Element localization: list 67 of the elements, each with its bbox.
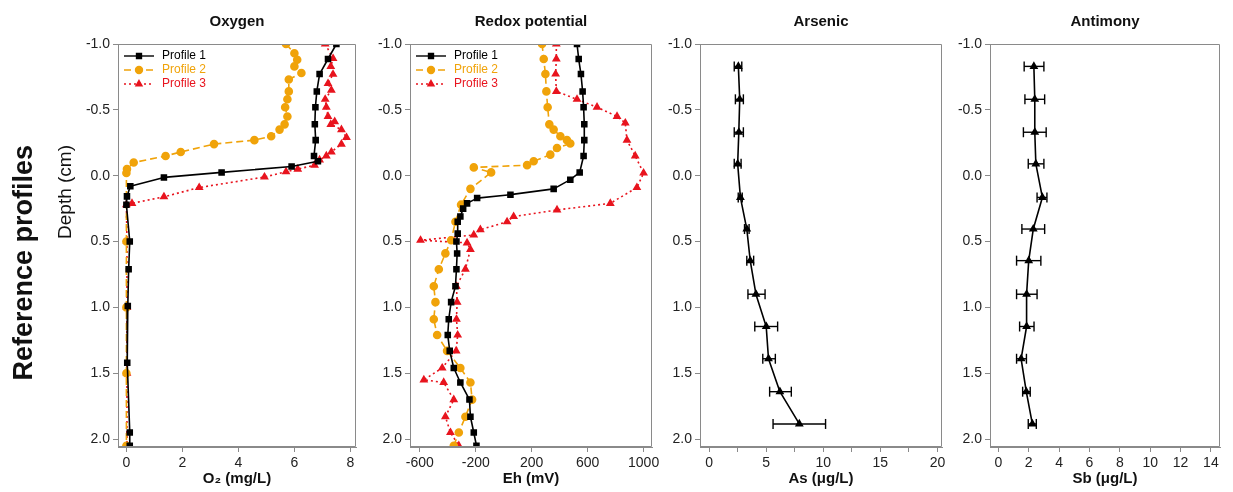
y-tick-label: 2.0 — [672, 429, 693, 446]
y-tick-label: 1.0 — [962, 298, 983, 315]
x-axis-title: Eh (mV) — [502, 469, 560, 487]
y-tick-label: 0.0 — [90, 166, 111, 183]
y-tick-label: -0.5 — [377, 100, 403, 117]
x-tick-label: 5 — [762, 454, 771, 471]
y-tick-label: 0.5 — [962, 232, 983, 249]
y-tick-label: 0.0 — [962, 166, 983, 183]
x-tick-label: 10 — [1142, 454, 1159, 471]
x-tick-label: 0 — [705, 454, 714, 471]
legend-label: Profile 3 — [162, 76, 207, 91]
chart-title: Antimony — [1069, 12, 1141, 29]
y-tick-label: 0.5 — [90, 232, 111, 249]
x-tick-label: 12 — [1172, 454, 1189, 471]
x-tick-label: 14 — [1203, 454, 1219, 471]
y-tick-label: -1.0 — [85, 34, 111, 51]
x-tick-label: 2 — [178, 454, 187, 471]
y-tick-label: 0.5 — [382, 232, 403, 249]
x-tick-label: 8 — [346, 454, 355, 471]
chart-title: Oxygen — [208, 12, 266, 29]
x-tick-label: -200 — [461, 454, 490, 471]
y-tick-label: -0.5 — [85, 100, 111, 117]
y-tick-label: 1.5 — [90, 364, 111, 381]
chart-title: Redox potential — [473, 12, 589, 29]
x-axis-title: O₂ (mg/L) — [202, 469, 272, 487]
y-tick-label: -1.0 — [957, 34, 983, 51]
x-tick-label: -600 — [405, 454, 435, 471]
y-tick-label: 1.0 — [672, 298, 693, 315]
y-tick-label: -1.0 — [667, 34, 693, 51]
x-tick-label: 15 — [872, 454, 889, 471]
legend-label: Profile 2 — [454, 62, 499, 77]
y-tick-label: 1.0 — [382, 298, 403, 315]
y-tick-label: 1.0 — [90, 298, 111, 315]
y-tick-label: 1.5 — [672, 364, 693, 381]
y-tick-label: 0.0 — [672, 166, 693, 183]
y-tick-label: 2.0 — [962, 429, 983, 446]
legend-label: Profile 3 — [454, 76, 499, 91]
legend-label: Profile 1 — [162, 48, 207, 63]
y-tick-label: 2.0 — [382, 429, 403, 446]
y-tick-label: 0.5 — [672, 232, 693, 249]
x-tick-label: 200 — [520, 454, 544, 471]
x-axis-title: Sb (μg/L) — [1072, 469, 1138, 487]
y-tick-label: -0.5 — [957, 100, 983, 117]
x-tick-label: 2 — [1024, 454, 1033, 471]
x-tick-label: 8 — [1115, 454, 1124, 471]
y-tick-label: -0.5 — [667, 100, 693, 117]
x-tick-label: 10 — [815, 454, 832, 471]
y-tick-label: -1.0 — [377, 34, 403, 51]
text: Reference profiles — [8, 145, 39, 381]
y-tick-label: 1.5 — [962, 364, 983, 381]
y-tick-label: 1.5 — [382, 364, 403, 381]
x-tick-label: 4 — [1055, 454, 1064, 471]
x-tick-label: 6 — [1085, 454, 1094, 471]
y-tick-label: 0.0 — [382, 166, 403, 183]
x-tick-label: 20 — [929, 454, 946, 471]
y-tick-label: 2.0 — [90, 429, 111, 446]
y-axis-title: Depth (cm) — [54, 145, 76, 239]
legend-label: Profile 1 — [454, 48, 499, 63]
x-tick-label: 0 — [994, 454, 1003, 471]
x-tick-label: 6 — [290, 454, 299, 471]
x-tick-label: 0 — [122, 454, 131, 471]
x-tick-label: 1000 — [628, 454, 660, 471]
chart-title: Arsenic — [792, 12, 850, 29]
x-tick-label: 600 — [575, 454, 600, 471]
x-axis-title: As (μg/L) — [788, 469, 854, 487]
legend-label: Profile 2 — [162, 62, 207, 77]
x-tick-label: 4 — [234, 454, 243, 471]
